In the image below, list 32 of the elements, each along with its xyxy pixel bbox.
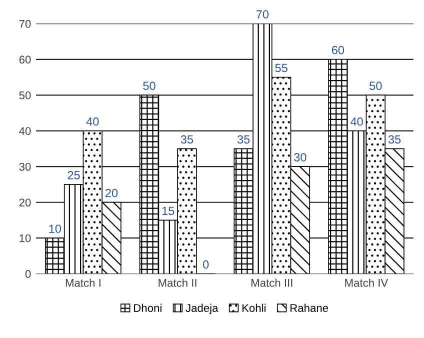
- y-tick-label: 60: [19, 56, 31, 64]
- data-label: 20: [106, 188, 118, 198]
- y-tick-label: 70: [19, 20, 31, 28]
- y-tick-label: 20: [19, 198, 31, 206]
- data-label: 60: [332, 46, 344, 54]
- legend-label: Kohli: [242, 304, 266, 312]
- data-label: 35: [388, 135, 401, 144]
- data-label: 0: [203, 260, 209, 269]
- y-tick-label: 30: [19, 162, 31, 171]
- data-label: 50: [143, 82, 156, 90]
- y-tick-label: 10: [20, 234, 31, 242]
- data-label: 50: [370, 82, 382, 90]
- x-tick-label: Match III: [252, 278, 292, 287]
- data-label: 35: [237, 135, 250, 144]
- legend-label: Dhoni: [134, 304, 162, 312]
- data-label: 35: [180, 135, 194, 144]
- legend-label: Rahane: [290, 304, 328, 312]
- data-label: 15: [162, 206, 174, 216]
- data-label: 55: [275, 64, 288, 72]
- x-tick-label: Match II: [158, 278, 196, 287]
- data-label: 25: [68, 170, 80, 180]
- x-tick-label: Match I: [66, 278, 100, 287]
- data-label: 70: [256, 10, 269, 19]
- data-label: 30: [294, 153, 306, 162]
- y-tick-label: 50: [19, 91, 31, 100]
- y-tick-label: 40: [19, 127, 31, 135]
- data-label: 40: [350, 117, 363, 126]
- data-label: 10: [49, 224, 62, 233]
- data-label: 40: [86, 117, 99, 126]
- y-tick-label: 0: [25, 270, 31, 278]
- x-tick-label: Match IV: [345, 278, 388, 287]
- legend-label: Jadeja: [186, 304, 218, 314]
